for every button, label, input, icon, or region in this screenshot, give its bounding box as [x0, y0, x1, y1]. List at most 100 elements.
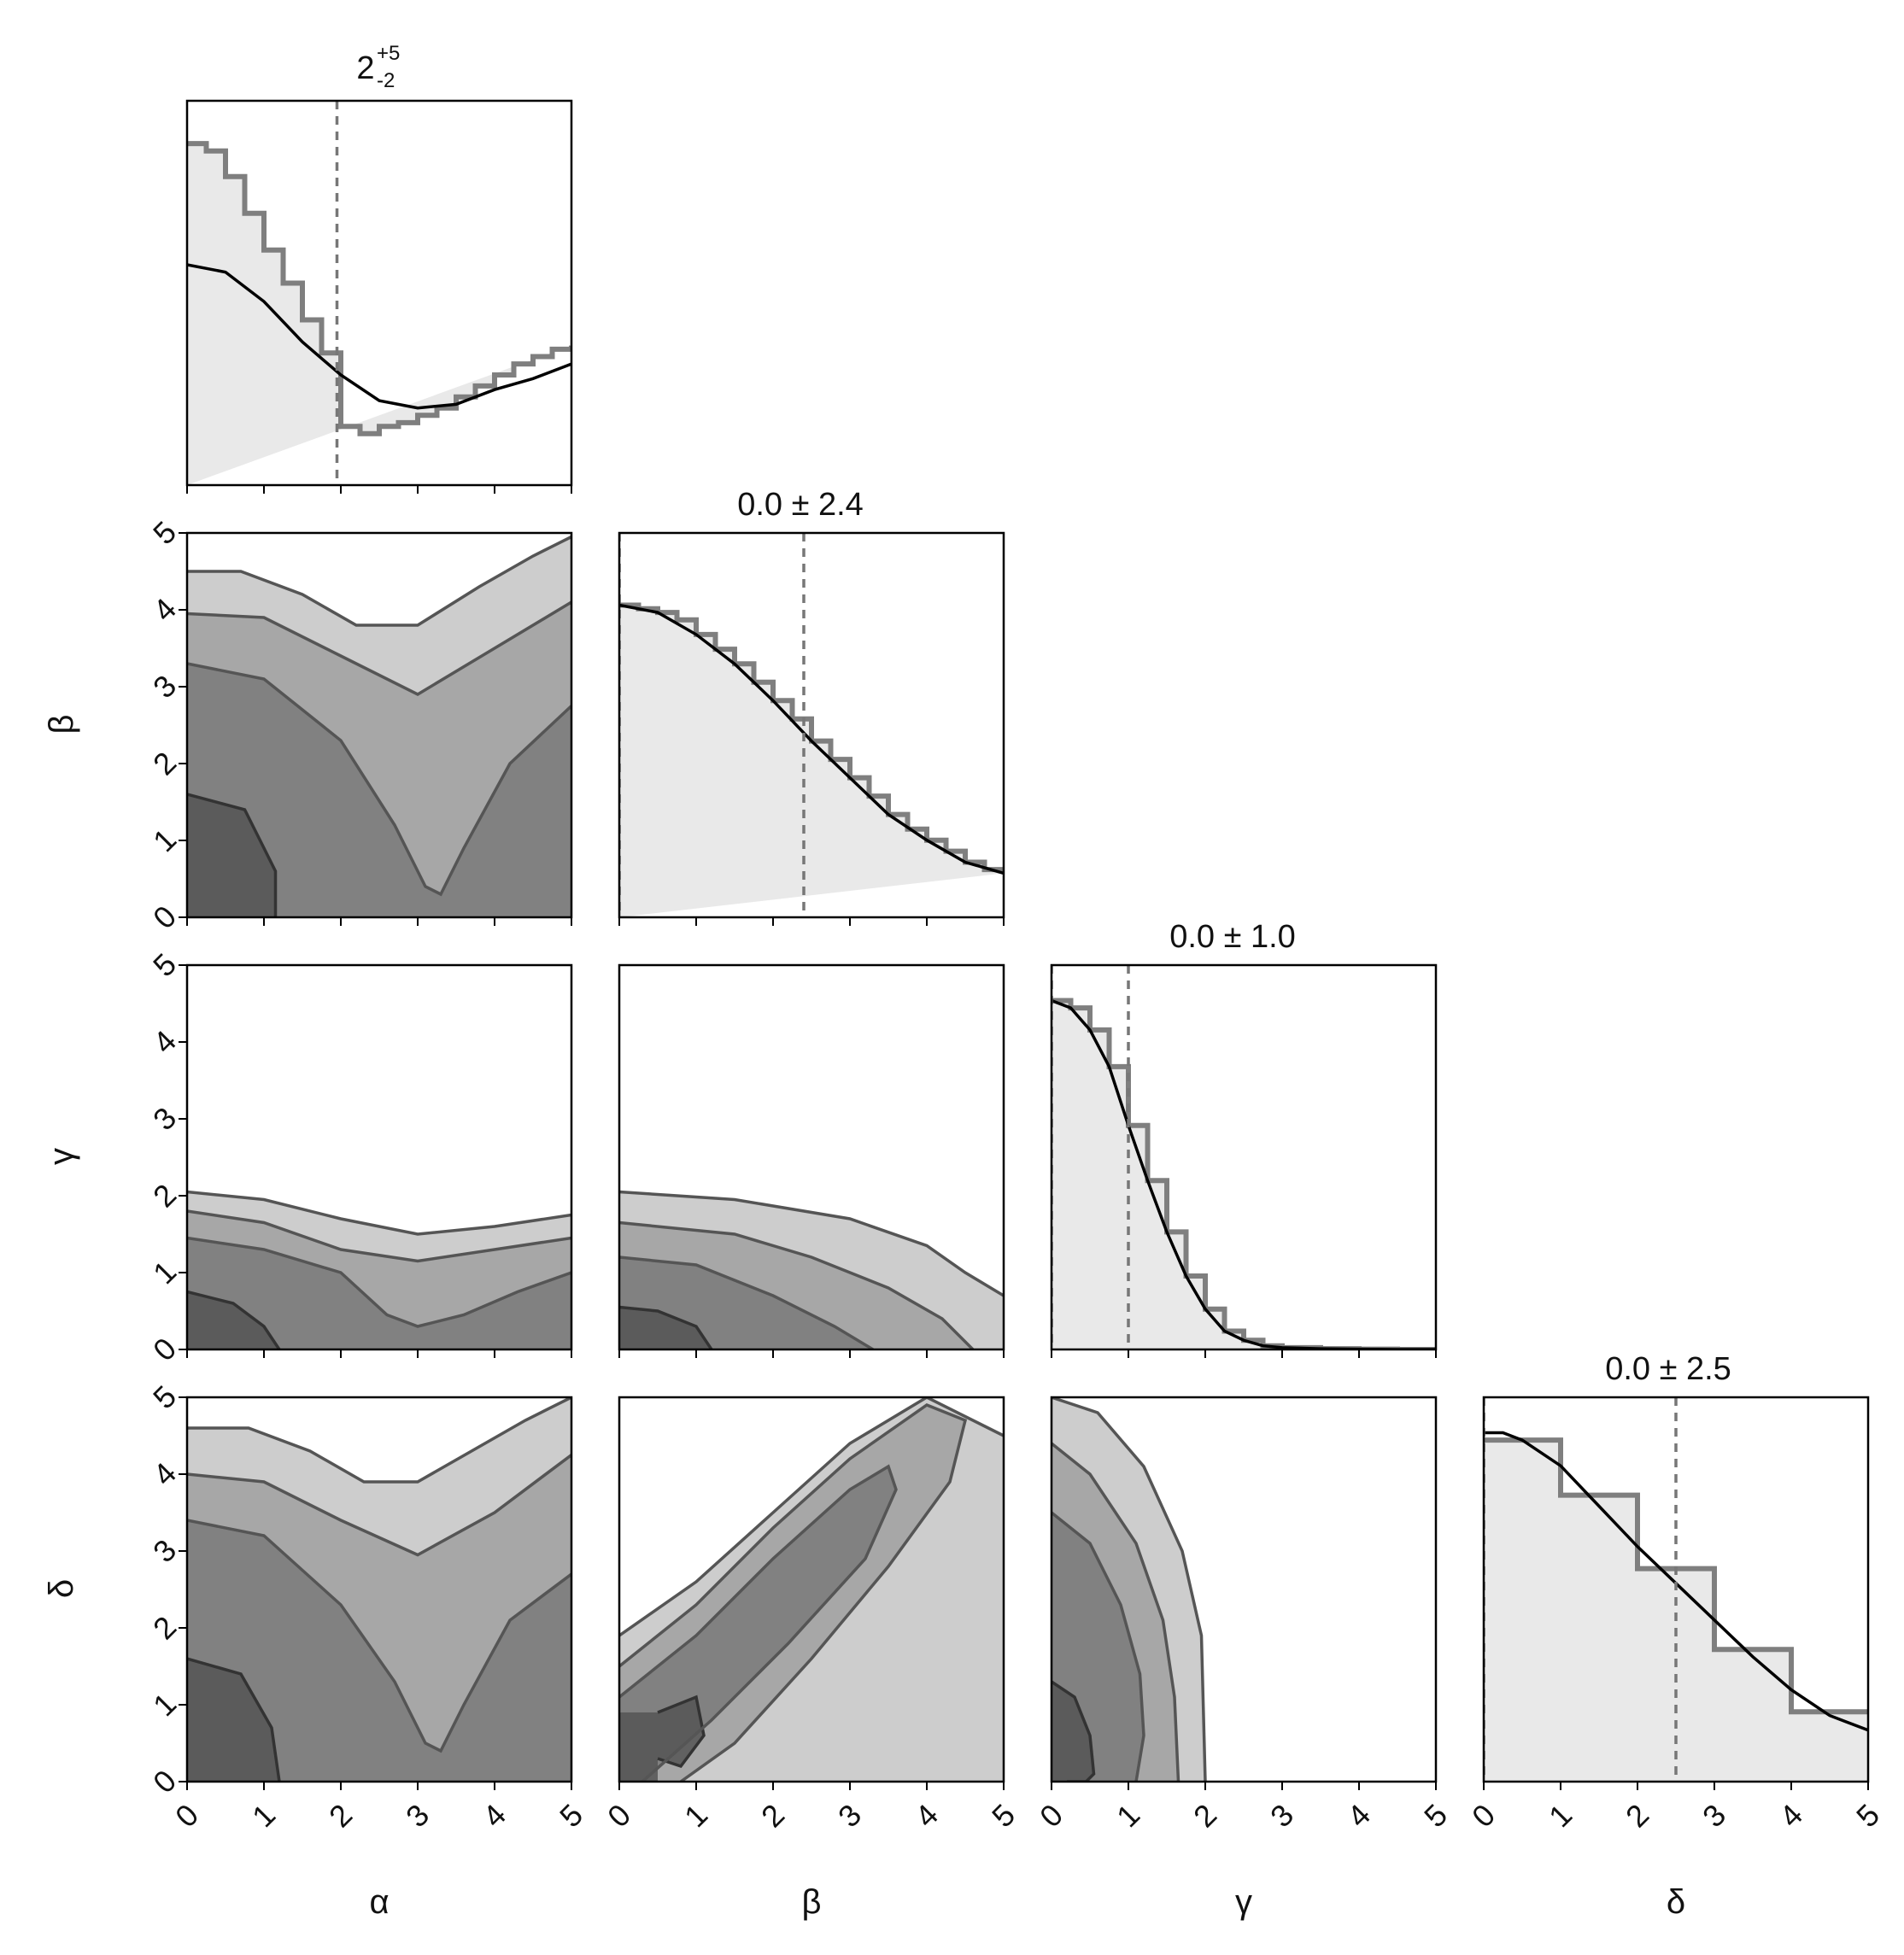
contour-line	[187, 1209, 571, 1263]
marginal-frame	[1482, 1396, 1870, 1783]
x-tick-label: 0	[1465, 1797, 1502, 1834]
contour-line	[187, 1397, 571, 1484]
contour-line	[187, 1236, 571, 1328]
y-tick-label: 3	[146, 1532, 183, 1569]
y-tick-label: 2	[146, 1177, 183, 1214]
x-label-alpha: α	[369, 1883, 389, 1921]
contour-line	[619, 1403, 968, 1782]
histogram-fill	[619, 605, 1004, 917]
density-region	[619, 1697, 704, 1782]
x-tick-label: 2	[1186, 1797, 1223, 1834]
joint-content	[1052, 1397, 1207, 1782]
contour-line	[619, 1305, 713, 1349]
marginal-content	[619, 533, 1004, 917]
contour-line	[187, 1190, 571, 1236]
histogram-fill	[1484, 1440, 1868, 1782]
histogram-step-line	[187, 141, 571, 436]
alpha-title-sup: +5	[377, 42, 400, 65]
x-tick-label: 1	[245, 1797, 282, 1834]
marginal-frame	[1050, 963, 1438, 1351]
density-region	[1052, 1682, 1094, 1782]
density-region	[619, 1307, 712, 1349]
contour-line	[619, 1190, 1004, 1297]
contour-line	[619, 1220, 975, 1349]
marginal-content	[1484, 1397, 1868, 1782]
y-tick-label: 5	[146, 514, 183, 551]
y-tick-label: 2	[146, 1609, 183, 1646]
joint-frame	[1050, 1396, 1438, 1783]
beta-title: 0.0 ± 2.4	[737, 487, 864, 523]
joint-content	[187, 1190, 571, 1349]
y-tick-label: 0	[146, 898, 183, 935]
x-tick-label: 3	[1263, 1797, 1300, 1834]
y-tick-label: 4	[146, 1455, 183, 1492]
y-label-gamma: γ	[43, 1148, 80, 1165]
y-tick-label: 1	[146, 822, 183, 858]
marginal-frame	[618, 531, 1005, 919]
marginal-panel-β	[618, 531, 1005, 926]
density-region	[187, 794, 276, 917]
density-curve	[187, 263, 571, 410]
contour-line	[1052, 1511, 1145, 1782]
x-tick-label: 2	[754, 1797, 791, 1834]
contour-line	[619, 1256, 874, 1349]
contour-line	[187, 793, 278, 917]
x-tick-label: 2	[1619, 1797, 1655, 1834]
y-tick-label: 0	[146, 1763, 183, 1800]
contour-line	[187, 1519, 571, 1753]
contour-line	[187, 600, 571, 696]
x-tick-label: 5	[553, 1797, 589, 1834]
histogram-fill	[187, 143, 571, 485]
joint-frame	[618, 1396, 1005, 1783]
y-tick-label: 2	[146, 745, 183, 781]
x-tick-label: 3	[831, 1797, 868, 1834]
joint-panel-γ-vs-α: 0 1 2 3 4 5	[146, 946, 573, 1367]
x-tick-label: 3	[1696, 1797, 1732, 1834]
density-region	[187, 1659, 279, 1782]
joint-panel-β-vs-α: 0 1 2 3 4 5	[146, 514, 573, 935]
y-tick-label: 1	[146, 1686, 183, 1723]
x-tick-label: 4	[908, 1797, 945, 1834]
titles-layer: 2 +5 -2 0.0 ± 2.4 0.0 ± 1.0 0.0 ± 2.5	[356, 42, 1731, 1387]
joint-panel-δ-vs-γ: 0 1 2 3 4 5	[1033, 1396, 1454, 1834]
marginal-panel-δ: 0 1 2 3 4 5	[1465, 1396, 1886, 1834]
density-curve	[1484, 1431, 1868, 1732]
x-tick-label: 5	[1849, 1797, 1886, 1834]
joint-frame	[185, 963, 573, 1351]
x-tick-label: 2	[322, 1797, 359, 1834]
x-tick-label: 1	[677, 1797, 714, 1834]
x-tick-label: 1	[1110, 1797, 1146, 1834]
contour-line	[187, 1657, 281, 1782]
density-region	[187, 1520, 571, 1782]
x-label-beta: β	[801, 1883, 821, 1921]
x-tick-label: 1	[1542, 1797, 1579, 1834]
contour-line	[187, 1290, 281, 1349]
gamma-title: 0.0 ± 1.0	[1169, 919, 1296, 955]
x-tick-label: 0	[600, 1797, 637, 1834]
y-tick-label: 4	[146, 1023, 183, 1060]
y-tick-label: 1	[146, 1254, 183, 1291]
y-tick-label: 0	[146, 1331, 183, 1367]
y-tick-label: 5	[146, 1378, 183, 1415]
contour-line	[187, 1454, 571, 1557]
histogram-fill	[1052, 1000, 1436, 1349]
marginal-content	[187, 101, 571, 485]
y-tick-label: 3	[146, 668, 183, 705]
joint-panel-δ-vs-α: 00 1 1 2 2 3 3 4 4 5 5	[146, 1378, 589, 1834]
x-tick-label: 4	[1772, 1797, 1809, 1834]
x-tick-label: 4	[1340, 1797, 1377, 1834]
y-tick-label: 4	[146, 591, 183, 628]
density-region	[187, 664, 571, 917]
contour-line	[657, 1695, 706, 1769]
alpha-title-main: 2	[356, 50, 374, 86]
contour-line	[619, 1397, 1004, 1637]
marginal-panel-γ	[1050, 963, 1438, 1358]
x-label-delta: δ	[1667, 1883, 1685, 1921]
marginal-content	[1052, 965, 1436, 1349]
joint-panel-δ-vs-β: 0 1 2 3 4 5	[600, 1396, 1022, 1834]
joint-content	[187, 1397, 571, 1782]
contour-line	[1052, 1442, 1180, 1782]
density-region	[187, 1291, 279, 1349]
marginal-frame	[185, 99, 573, 487]
